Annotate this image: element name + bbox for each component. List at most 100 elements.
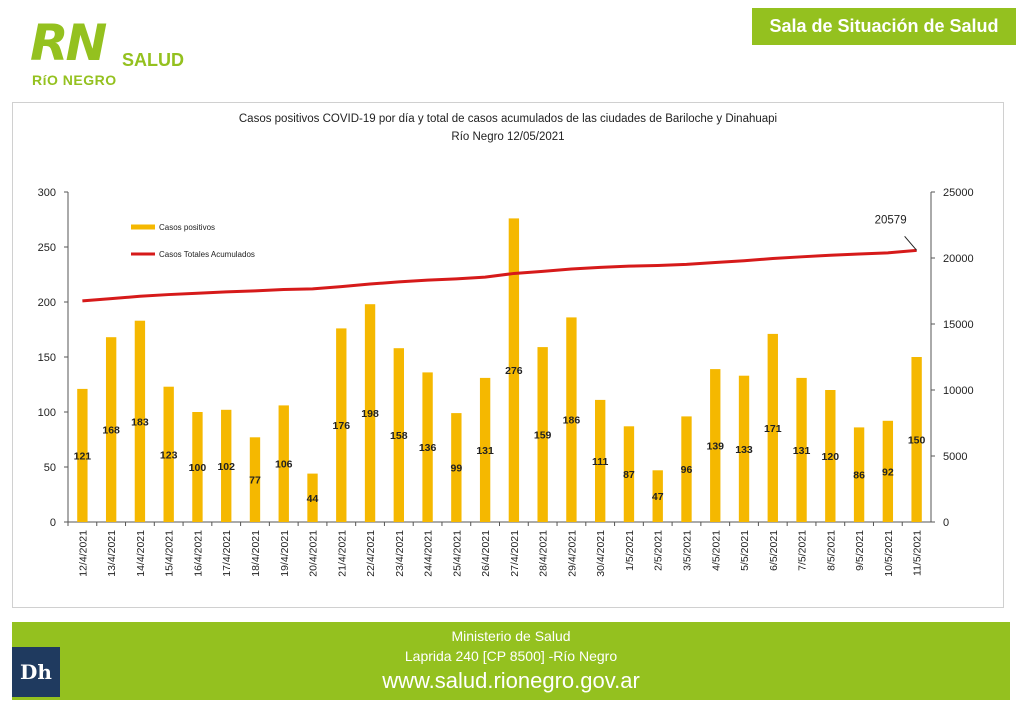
chart-svg: 0 50 100 150 200 250 300 0 5000 10000 15000 20000 25… — [38, 187, 974, 577]
annotation-label: 20579 — [875, 214, 907, 226]
bar-data-label: 136 — [419, 442, 437, 454]
left-tick-label: 50 — [44, 462, 56, 474]
x-tick-label: 21/4/2021 — [336, 530, 348, 577]
x-tick-label: 9/5/2021 — [854, 530, 866, 571]
bar — [767, 333, 778, 522]
bar — [221, 409, 232, 522]
bar-data-label: 131 — [476, 445, 494, 457]
x-tick-label: 22/4/2021 — [365, 530, 377, 577]
bar — [710, 369, 721, 522]
footer-website-link[interactable]: www.salud.rionegro.gov.ar — [382, 668, 640, 693]
bar — [681, 416, 692, 522]
bar-data-label: 100 — [189, 462, 207, 474]
bar — [134, 320, 146, 522]
x-tick-label: 17/4/2021 — [221, 530, 233, 577]
bar — [278, 405, 289, 522]
x-tick-label: 4/5/2021 — [710, 530, 722, 571]
x-tick-label: 15/4/2021 — [164, 530, 176, 577]
bar-data-label: 158 — [390, 430, 408, 442]
legend-label-line: Casos Totales Acumulados — [159, 250, 255, 259]
x-tick-label: 3/5/2021 — [681, 530, 693, 571]
x-tick-label: 23/4/2021 — [394, 530, 406, 577]
footer-address: Laprida 240 [CP 8500] -Río Negro — [404, 648, 618, 664]
legend-label-bars: Casos positivos — [159, 223, 215, 232]
bar — [595, 399, 606, 522]
bar — [105, 337, 117, 522]
x-tick-label: 25/4/2021 — [451, 530, 463, 577]
bar — [364, 304, 376, 522]
x-tick-label: 26/4/2021 — [480, 530, 492, 577]
bar — [163, 386, 174, 522]
bar-data-label: 86 — [853, 470, 865, 482]
bar-data-label: 159 — [534, 430, 552, 442]
x-tick-label: 30/4/2021 — [595, 530, 607, 577]
right-tick-label: 0 — [943, 517, 949, 529]
x-tick-label: 28/4/2021 — [538, 530, 550, 577]
x-tick-label: 8/5/2021 — [825, 530, 837, 571]
x-tick-label: 29/4/2021 — [566, 530, 578, 577]
logo-rio-negro-salud: RN SALUD RíO NEGRO — [30, 14, 200, 92]
right-tick-label: 10000 — [943, 385, 974, 397]
bar-data-label: 168 — [102, 425, 120, 437]
bar — [451, 413, 462, 522]
x-tick-label: 19/4/2021 — [279, 530, 291, 577]
bar-data-label: 198 — [361, 408, 379, 420]
bar-data-label: 276 — [505, 365, 523, 377]
footer-banner: Ministerio de Salud Laprida 240 [CP 8500… — [12, 622, 1010, 700]
cumulative-line — [82, 248, 917, 303]
x-tick-label: 7/5/2021 — [797, 530, 809, 571]
x-tick-label: 2/5/2021 — [653, 530, 665, 571]
x-tick-label: 5/5/2021 — [739, 530, 751, 571]
bar — [738, 375, 750, 522]
chart-container: Casos positivos COVID-19 por día y total… — [12, 102, 1004, 608]
x-tick-label: 1/5/2021 — [624, 530, 636, 571]
bar-data-label: 176 — [333, 420, 351, 432]
x-tick-label: 11/5/2021 — [912, 530, 924, 576]
bar-data-label: 139 — [706, 441, 724, 453]
bar-data-label: 47 — [652, 491, 664, 503]
dh-badge: Dh — [12, 647, 60, 697]
left-tick-label: 200 — [38, 297, 56, 309]
bar-data-label: 77 — [249, 475, 261, 487]
annotation-leader — [904, 236, 917, 251]
bar — [911, 357, 922, 522]
bar-data-label: 106 — [275, 459, 293, 471]
bar-data-label: 121 — [74, 450, 92, 462]
bar-data-label: 133 — [735, 444, 753, 456]
logo-mark: RN — [30, 14, 107, 72]
bar-data-label: 150 — [908, 435, 926, 447]
bar-data-label: 186 — [563, 415, 581, 427]
bar-data-label: 87 — [623, 469, 635, 481]
bar — [853, 427, 865, 522]
bar-data-label: 131 — [793, 445, 811, 457]
x-tick-label: 16/4/2021 — [192, 530, 204, 577]
left-tick-label: 150 — [38, 352, 56, 364]
bar — [307, 473, 318, 522]
bar — [249, 437, 261, 522]
bar-data-label: 171 — [764, 423, 782, 435]
right-tick-label: 15000 — [943, 319, 974, 331]
bar — [623, 426, 635, 522]
bar — [393, 348, 404, 522]
x-tick-label: 27/4/2021 — [509, 530, 521, 577]
chart-subtitle: Río Negro 12/05/2021 — [451, 131, 565, 143]
x-tick-label: 12/4/2021 — [77, 530, 89, 577]
bar — [796, 377, 807, 522]
sala-situacion-banner: Sala de Situación de Salud — [752, 8, 1016, 45]
bar — [192, 412, 203, 522]
bar — [508, 218, 520, 522]
bar-data-label: 96 — [681, 464, 693, 476]
bar-data-label: 92 — [882, 466, 894, 478]
left-tick-label: 100 — [38, 407, 56, 419]
x-tick-label: 18/4/2021 — [250, 530, 262, 577]
chart-title: Casos positivos COVID-19 por día y total… — [238, 113, 778, 125]
x-tick-label: 14/4/2021 — [135, 530, 147, 577]
bar-data-label: 44 — [307, 493, 319, 505]
bar — [652, 470, 663, 522]
bar-data-label: 99 — [451, 463, 463, 475]
right-tick-label: 20000 — [943, 253, 974, 265]
bar-data-label: 123 — [160, 449, 178, 461]
x-tick-label: 13/4/2021 — [106, 530, 118, 577]
bar — [566, 317, 577, 522]
bar — [882, 420, 894, 522]
